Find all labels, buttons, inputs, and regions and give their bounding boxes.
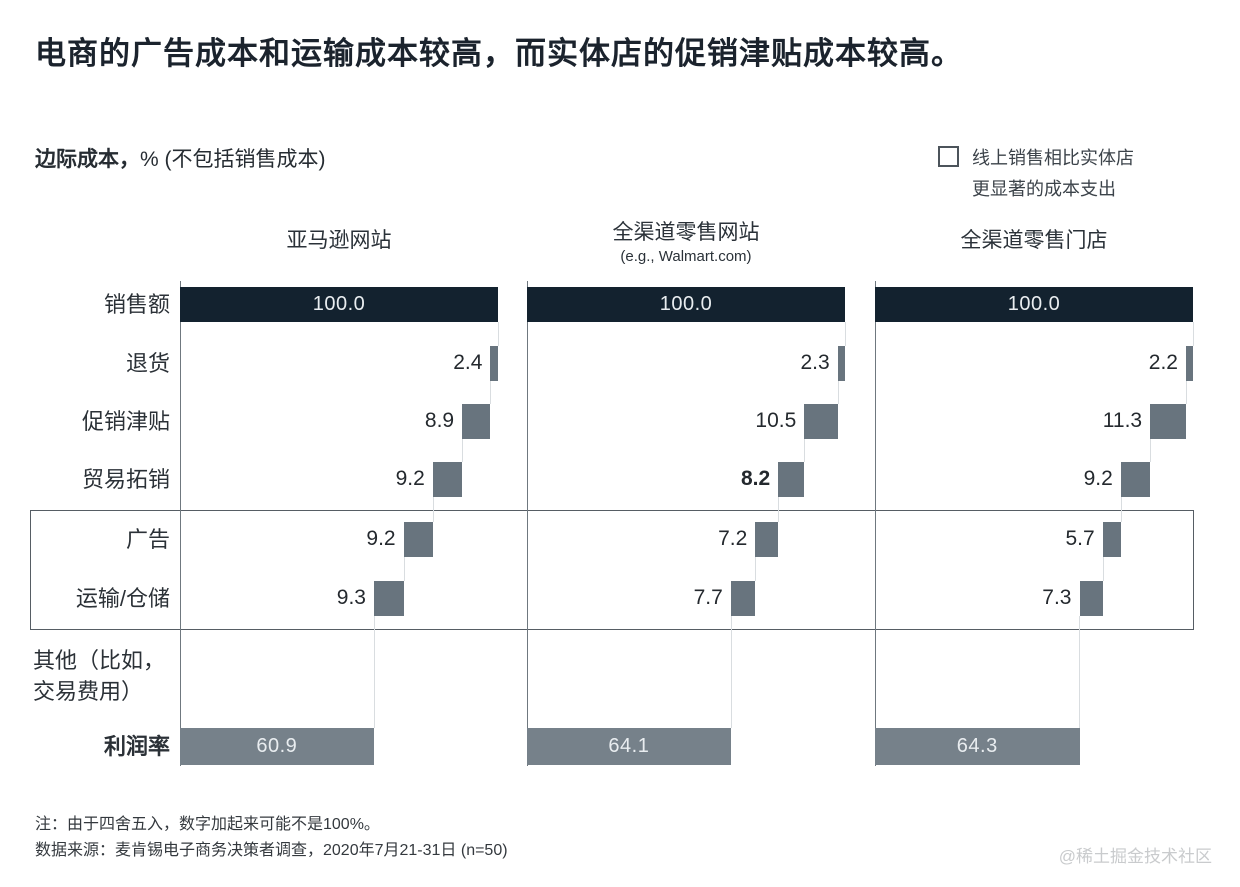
- bar-value-sales-col2: 100.0: [1007, 293, 1061, 315]
- bar-promo-col0: [462, 404, 491, 439]
- waterfall-connector-col0: [433, 497, 434, 522]
- bar-value-transport-col2: 7.3: [1042, 585, 1072, 609]
- waterfall-connector-col2: [1150, 439, 1151, 462]
- waterfall-connector-col1: [804, 439, 805, 462]
- bar-advertising-col1: [755, 522, 779, 557]
- highlight-box: [30, 510, 1194, 630]
- bar-promo-col1: [804, 404, 838, 439]
- waterfall-connector-col2: [1121, 497, 1122, 522]
- waterfall-connector-col2: [1186, 381, 1187, 404]
- legend-label: 线上销售相比实体店 更显著的成本支出: [972, 143, 1134, 205]
- row-label-trade: 贸易拓销: [81, 467, 170, 492]
- waterfall-connector-col1: [845, 322, 846, 346]
- bar-advertising-col0: [403, 522, 433, 557]
- row-label-other-line1: 其他（比如，: [33, 648, 166, 673]
- bar-value-sales-col1: 100.0: [659, 293, 713, 315]
- bar-trade-col0: [432, 462, 463, 497]
- bar-promo-col2: [1150, 404, 1186, 439]
- bar-transport-col1: [730, 581, 756, 616]
- waterfall-connector-col1: [731, 616, 732, 728]
- bar-value-transport-col0: 9.3: [336, 585, 366, 609]
- waterfall-connector-col2: [1193, 322, 1194, 346]
- waterfall-connector-col0: [462, 439, 463, 462]
- bar-value-sales-col0: 100.0: [312, 293, 366, 315]
- waterfall-connector-col0: [404, 557, 405, 581]
- bar-returns-col2: [1186, 346, 1193, 381]
- waterfall-connector-col1: [838, 381, 839, 404]
- axis-line-col1: [527, 281, 528, 766]
- footnote-rounding: 注：由于四舍五入，数字加起来可能不是100%。: [35, 816, 380, 833]
- axis-title-rest: % (不包括销售成本): [140, 148, 326, 171]
- legend: 线上销售相比实体店 更显著的成本支出: [938, 143, 1134, 205]
- page-title: 电商的广告成本和运输成本较高，而实体店的促销津贴成本较高。: [35, 36, 963, 71]
- bar-sales-col2: 100.0: [875, 287, 1193, 322]
- row-label-other: 其他（比如， 交易费用）: [33, 645, 193, 707]
- row-label-transport: 运输/仓储: [75, 586, 170, 611]
- bar-profit-col0: 60.9: [180, 728, 374, 765]
- waterfall-connector-col1: [778, 497, 779, 522]
- highlight-square-icon: [938, 146, 959, 167]
- bar-returns-col0: [490, 346, 498, 381]
- row-label-profit: 利润率: [103, 734, 170, 759]
- row-label-advertising: 广告: [125, 527, 170, 552]
- bar-trade-col2: [1120, 462, 1151, 497]
- waterfall-connector-col1: [755, 557, 756, 581]
- bar-value-advertising-col1: 7.2: [718, 526, 748, 550]
- legend-line-2: 更显著的成本支出: [972, 179, 1116, 199]
- legend-line-1: 线上销售相比实体店: [972, 148, 1134, 168]
- bar-returns-col1: [837, 346, 845, 381]
- row-label-other-line2: 交易费用）: [33, 679, 144, 704]
- bar-transport-col2: [1079, 581, 1103, 616]
- bar-value-trade-col2: 9.2: [1083, 466, 1113, 490]
- bar-value-advertising-col0: 9.2: [366, 526, 396, 550]
- watermark: @稀土掘金技术社区: [1058, 847, 1212, 866]
- waterfall-connector-col2: [1079, 616, 1080, 728]
- bar-value-transport-col1: 7.7: [693, 585, 723, 609]
- column-header-omni-store: 全渠道零售门店: [960, 229, 1108, 252]
- axis-title-bold: 边际成本，: [35, 148, 140, 171]
- bar-profit-col1: 64.1: [527, 728, 731, 765]
- bar-value-advertising-col2: 5.7: [1065, 526, 1095, 550]
- waterfall-connector-col0: [490, 381, 491, 404]
- bar-value-promo-col0: 8.9: [424, 408, 455, 432]
- column-header-amazon: 亚马逊网站: [286, 229, 392, 252]
- bar-profit-col2: 64.3: [875, 728, 1080, 765]
- bar-sales-col0: 100.0: [180, 287, 498, 322]
- row-label-returns: 退货: [125, 351, 170, 376]
- bar-value-promo-col2: 11.3: [1102, 408, 1143, 432]
- waterfall-connector-col0: [498, 322, 499, 346]
- bar-sales-col1: 100.0: [527, 287, 845, 322]
- axis-title: 边际成本，% (不包括销售成本): [35, 143, 326, 173]
- bar-value-profit-col1: 64.1: [608, 735, 650, 757]
- bar-value-profit-col2: 64.3: [956, 735, 998, 757]
- bar-trade-col1: [778, 462, 805, 497]
- footnote-source: 数据来源：麦肯锡电子商务决策者调查，2020年7月21-31日 (n=50): [35, 842, 508, 859]
- row-label-promo: 促销津贴: [81, 409, 170, 434]
- bar-advertising-col2: [1102, 522, 1121, 557]
- bar-value-profit-col0: 60.9: [256, 735, 298, 757]
- column-header-omni-website-title: 全渠道零售网站: [612, 221, 760, 244]
- waterfall-connector-col0: [374, 616, 375, 728]
- bar-value-trade-col0: 9.2: [395, 466, 425, 490]
- axis-line-col2: [875, 281, 876, 766]
- bar-transport-col0: [374, 581, 404, 616]
- waterfall-connector-col2: [1103, 557, 1104, 581]
- bar-value-trade-col1: 8.2: [740, 466, 771, 490]
- axis-line-col0: [180, 281, 181, 766]
- bar-value-promo-col1: 10.5: [755, 408, 797, 432]
- row-label-sales: 销售额: [103, 292, 170, 317]
- column-header-omni-website-subtitle: (e.g., Walmart.com): [620, 248, 752, 265]
- bar-value-returns-col1: 2.3: [800, 350, 830, 374]
- column-header-omni-website: 全渠道零售网站 (e.g., Walmart.com): [527, 220, 845, 265]
- bar-value-returns-col2: 2.2: [1148, 350, 1178, 374]
- bar-value-returns-col0: 2.4: [453, 350, 483, 374]
